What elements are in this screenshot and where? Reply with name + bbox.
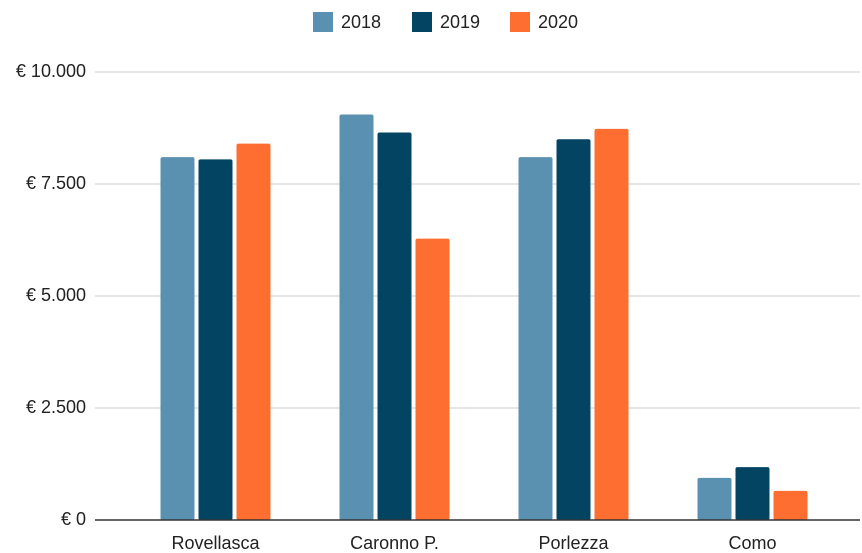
bar — [735, 467, 770, 520]
legend-swatch — [412, 12, 432, 32]
bar — [236, 143, 271, 520]
legend-swatch — [510, 12, 530, 32]
x-tick-label: Como — [728, 533, 776, 553]
bar — [773, 490, 808, 520]
bar — [594, 128, 629, 520]
bar — [339, 114, 374, 520]
x-tick-label: Caronno P. — [350, 533, 439, 553]
y-tick-label: € 10.000 — [16, 61, 86, 81]
y-tick-label: € 0 — [61, 509, 86, 529]
bar — [160, 157, 195, 520]
bar — [518, 157, 553, 520]
bar — [415, 238, 450, 520]
x-tick-label: Rovellasca — [171, 533, 260, 553]
legend-swatch — [313, 12, 333, 32]
bar — [198, 159, 233, 521]
legend-label: 2020 — [538, 12, 578, 32]
bar — [377, 132, 412, 521]
legend-label: 2018 — [341, 12, 381, 32]
bar — [556, 139, 591, 520]
y-tick-label: € 2.500 — [26, 397, 86, 417]
y-tick-label: € 5.000 — [26, 285, 86, 305]
y-tick-label: € 7.500 — [26, 173, 86, 193]
legend-label: 2019 — [440, 12, 480, 32]
bar — [697, 477, 732, 520]
x-tick-label: Porlezza — [538, 533, 609, 553]
